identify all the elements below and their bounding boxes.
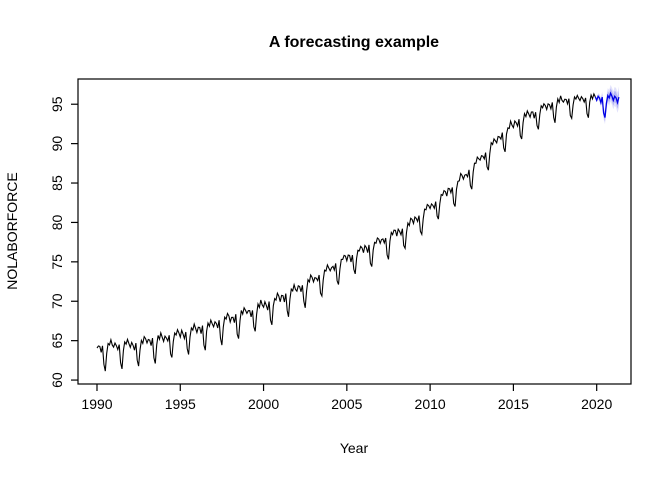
x-tick-label: 2000 (248, 396, 279, 412)
y-tick-label: 65 (49, 333, 65, 349)
x-tick-label: 2015 (498, 396, 529, 412)
forecast-line (594, 91, 620, 118)
x-tick-label: 2020 (581, 396, 612, 412)
y-tick-label: 70 (49, 293, 65, 309)
y-tick-label: 85 (49, 175, 65, 191)
forecast-band-80 (595, 88, 619, 122)
data-lines (96, 91, 620, 372)
y-tick-label: 90 (49, 136, 65, 152)
history-line (96, 92, 596, 372)
y-tick-label: 60 (49, 372, 65, 388)
x-tick-label: 1990 (81, 396, 112, 412)
y-axis-label: NOLABORFORCE (4, 172, 20, 289)
plot-frame (77, 78, 632, 385)
chart-title: A forecasting example (269, 34, 439, 51)
y-tick-label: 80 (49, 214, 65, 230)
forecast-bands (595, 84, 619, 125)
x-axis-label: Year (340, 440, 369, 456)
forecast-band-95 (595, 84, 619, 125)
axes: 1990 1995 2000 2005 2010 2015 2020 60 65 70 75 80 85… (49, 78, 632, 412)
x-tick-label: 2005 (331, 396, 362, 412)
x-tick-label: 2010 (415, 396, 446, 412)
y-tick-label: 95 (49, 96, 65, 112)
y-tick-label: 75 (49, 254, 65, 270)
x-tick-label: 1995 (165, 396, 196, 412)
